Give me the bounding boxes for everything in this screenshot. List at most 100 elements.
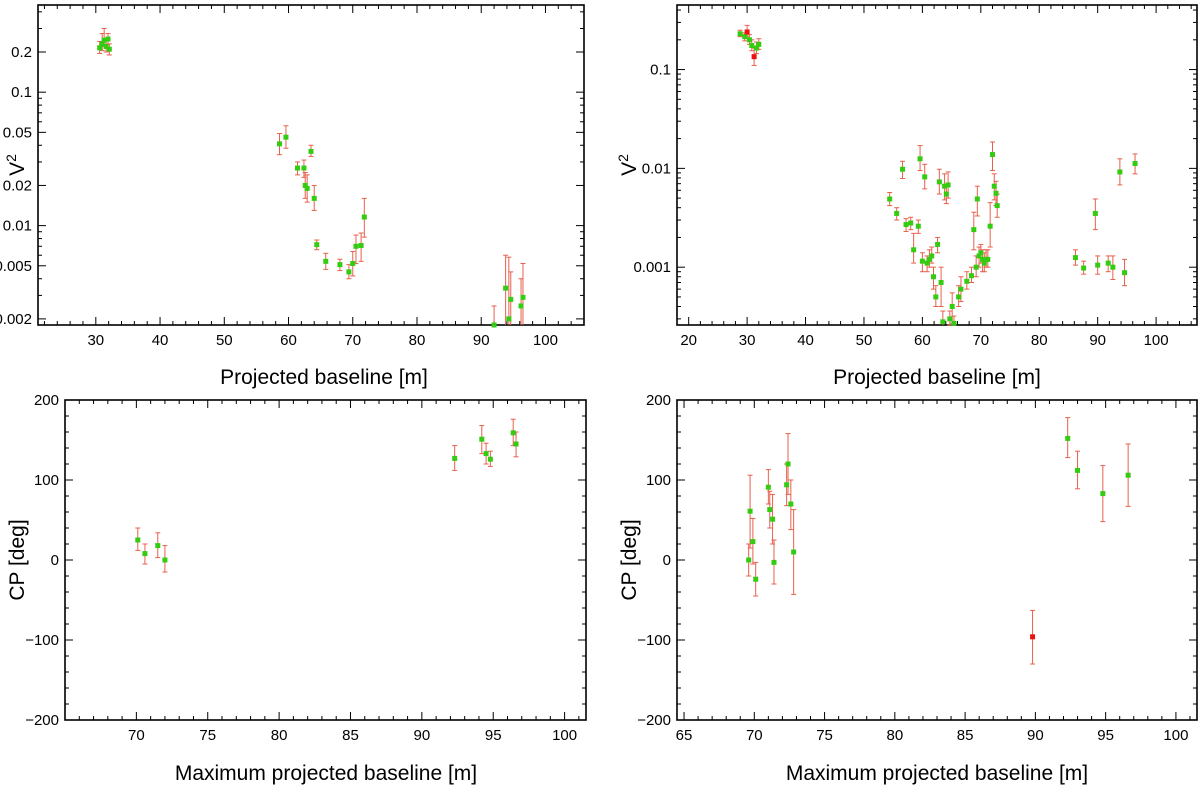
data-point — [346, 269, 352, 275]
data-point — [936, 179, 942, 185]
x-tick-label: 40 — [797, 332, 814, 349]
v2-left-xlabel: Projected baseline [m] — [220, 366, 428, 389]
cp-right-panel: 65 70 75 80 85 90 95 100 −200 −100 0 100 200 Maximum… — [618, 392, 1198, 785]
cp-right-frame — [676, 399, 1198, 721]
cp-left-ylabel: CP [deg] — [6, 519, 29, 600]
cp-left-frame — [64, 399, 587, 721]
cp-left-errorbars — [135, 418, 519, 573]
data-point — [894, 210, 900, 216]
data-point — [314, 242, 320, 248]
x-tick-label: 80 — [409, 332, 426, 349]
v2-right-ylabel-base: V — [618, 162, 641, 176]
x-tick-label: 90 — [1089, 332, 1106, 349]
data-point — [938, 279, 944, 285]
data-point — [491, 322, 497, 328]
y-tick-label: −200 — [637, 712, 671, 729]
data-point — [358, 242, 364, 248]
x-tick-label: 20 — [680, 332, 697, 349]
data-point — [788, 501, 794, 507]
y-tick-label: 0.001 — [633, 259, 671, 276]
data-point — [1095, 262, 1101, 268]
data-point — [765, 484, 771, 490]
data-point — [283, 134, 289, 140]
data-point — [976, 253, 982, 259]
data-point — [956, 294, 962, 300]
data-point — [915, 223, 921, 229]
data-point — [162, 557, 168, 563]
data-point — [887, 196, 893, 202]
data-point — [1100, 491, 1106, 497]
data-point — [968, 273, 974, 279]
y-tick-label: 200 — [646, 392, 671, 409]
data-point — [337, 262, 343, 268]
x-tick-label: 85 — [342, 727, 359, 744]
data-point — [751, 54, 757, 60]
x-tick-label: 70 — [972, 332, 989, 349]
v2-left-points — [97, 36, 526, 328]
y-tick-label: 0.01 — [642, 160, 671, 177]
cp-left-points — [135, 430, 519, 563]
data-point — [135, 537, 141, 543]
cp-right-xlabel: Maximum projected baseline [m] — [786, 762, 1088, 785]
data-point — [1122, 270, 1128, 276]
data-point — [945, 182, 951, 188]
data-point — [452, 455, 458, 461]
data-point — [980, 256, 986, 262]
y-tick-label: 0 — [51, 552, 59, 569]
data-point — [926, 256, 932, 262]
data-point — [791, 549, 797, 555]
y-tick-label: 0.1 — [650, 62, 671, 79]
data-point — [911, 247, 917, 253]
cp-right-ylabel: CP [deg] — [618, 519, 641, 600]
data-point — [908, 220, 914, 226]
data-point — [985, 256, 991, 262]
data-point — [744, 29, 750, 35]
data-point — [103, 43, 109, 49]
x-tick-label: 90 — [1027, 727, 1044, 744]
x-tick-label: 75 — [816, 727, 833, 744]
data-point — [311, 195, 317, 201]
data-point — [746, 37, 752, 43]
data-point — [513, 441, 519, 447]
v2-right-frame — [676, 4, 1198, 326]
data-point — [942, 183, 948, 189]
data-point — [155, 543, 161, 549]
v2-left-ylabel-base: V — [6, 162, 29, 176]
data-point — [308, 148, 314, 154]
x-tick-label: 30 — [87, 332, 104, 349]
data-point — [1092, 210, 1098, 216]
y-tick-label: 0.2 — [11, 44, 32, 61]
data-point — [302, 182, 308, 188]
data-point — [771, 559, 777, 565]
data-point — [105, 36, 111, 42]
data-point — [361, 214, 367, 220]
data-point — [301, 165, 307, 171]
data-point — [1105, 260, 1111, 266]
cp-right-errorbars — [746, 417, 1131, 665]
cp-left-panel: 70 75 80 85 90 95 100 −200 −100 0 100 200 Maximum p… — [6, 392, 587, 785]
v2-right-ylabel: V2 — [615, 154, 641, 176]
data-point — [742, 34, 748, 40]
data-point — [518, 303, 524, 309]
data-point — [922, 174, 928, 180]
data-point — [508, 296, 514, 302]
v2-right-points — [737, 29, 1138, 326]
data-point — [353, 243, 359, 249]
data-point — [929, 253, 935, 259]
x-tick-label: 100 — [552, 727, 577, 744]
cp-left-ticks: 70 75 80 85 90 95 100 −200 −100 0 100 200 — [25, 392, 586, 744]
data-point — [917, 156, 923, 162]
data-point — [770, 516, 776, 522]
data-point — [483, 451, 489, 457]
data-point — [106, 46, 112, 52]
data-point — [919, 258, 925, 264]
data-point — [903, 222, 909, 228]
x-tick-label: 100 — [533, 332, 558, 349]
data-point — [924, 260, 930, 266]
data-point — [930, 274, 936, 280]
data-point — [943, 191, 949, 197]
cp-left-xlabel: Maximum projected baseline [m] — [175, 762, 477, 785]
data-point — [964, 278, 970, 284]
y-tick-label: 0.002 — [0, 311, 32, 328]
data-point — [99, 41, 105, 47]
